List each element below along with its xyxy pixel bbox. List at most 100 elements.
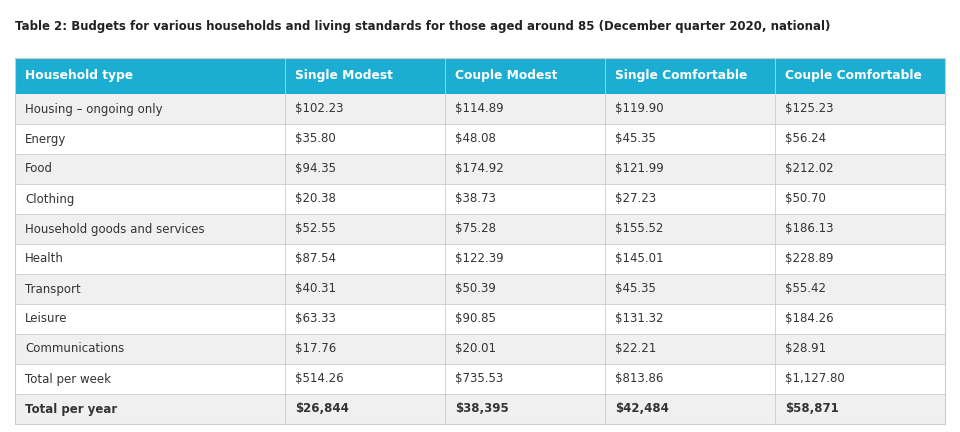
Text: $45.35: $45.35 xyxy=(615,133,656,146)
Text: $48.08: $48.08 xyxy=(455,133,496,146)
Bar xyxy=(775,58,945,94)
Bar xyxy=(15,154,285,184)
Bar xyxy=(445,394,605,424)
Bar xyxy=(605,94,775,124)
Bar xyxy=(15,184,285,214)
Bar xyxy=(605,58,775,94)
Text: $122.39: $122.39 xyxy=(455,252,504,266)
Text: Food: Food xyxy=(25,162,53,175)
Bar xyxy=(445,184,605,214)
Text: $63.33: $63.33 xyxy=(295,312,336,325)
Text: Total per year: Total per year xyxy=(25,403,117,416)
Bar xyxy=(605,334,775,364)
Text: Total per week: Total per week xyxy=(25,372,111,385)
Bar xyxy=(605,184,775,214)
Bar xyxy=(605,394,775,424)
Text: $45.35: $45.35 xyxy=(615,283,656,295)
Bar xyxy=(775,154,945,184)
Text: $514.26: $514.26 xyxy=(295,372,344,385)
Bar xyxy=(605,214,775,244)
Bar xyxy=(775,214,945,244)
Bar xyxy=(285,244,445,274)
Text: $52.55: $52.55 xyxy=(295,222,336,235)
Text: $26,844: $26,844 xyxy=(295,403,348,416)
Text: $1,127.80: $1,127.80 xyxy=(785,372,845,385)
Bar xyxy=(285,304,445,334)
Text: $20.38: $20.38 xyxy=(295,193,336,206)
Text: $174.92: $174.92 xyxy=(455,162,504,175)
Bar xyxy=(605,304,775,334)
Bar xyxy=(775,394,945,424)
Bar xyxy=(285,214,445,244)
Bar xyxy=(775,304,945,334)
Bar xyxy=(775,274,945,304)
Bar xyxy=(15,364,285,394)
Bar xyxy=(445,154,605,184)
Bar xyxy=(605,244,775,274)
Text: $813.86: $813.86 xyxy=(615,372,663,385)
Text: $35.80: $35.80 xyxy=(295,133,336,146)
Text: $75.28: $75.28 xyxy=(455,222,496,235)
Bar xyxy=(445,364,605,394)
Text: $55.42: $55.42 xyxy=(785,283,826,295)
Text: $102.23: $102.23 xyxy=(295,102,344,115)
Text: Couple Modest: Couple Modest xyxy=(455,70,558,83)
Text: $38,395: $38,395 xyxy=(455,403,509,416)
Text: $42,484: $42,484 xyxy=(615,403,669,416)
Bar xyxy=(605,154,775,184)
Bar xyxy=(445,244,605,274)
Bar xyxy=(445,334,605,364)
Bar xyxy=(285,334,445,364)
Text: $58,871: $58,871 xyxy=(785,403,839,416)
Text: $735.53: $735.53 xyxy=(455,372,503,385)
Bar xyxy=(445,124,605,154)
Text: $56.24: $56.24 xyxy=(785,133,827,146)
Text: Housing – ongoing only: Housing – ongoing only xyxy=(25,102,162,115)
Text: $90.85: $90.85 xyxy=(455,312,496,325)
Bar xyxy=(15,58,285,94)
Bar xyxy=(445,214,605,244)
Bar xyxy=(775,364,945,394)
Bar xyxy=(285,394,445,424)
Bar xyxy=(775,244,945,274)
Bar xyxy=(15,394,285,424)
Text: Household type: Household type xyxy=(25,70,133,83)
Text: $186.13: $186.13 xyxy=(785,222,833,235)
Bar xyxy=(775,184,945,214)
Bar xyxy=(605,274,775,304)
Bar xyxy=(285,274,445,304)
Text: $155.52: $155.52 xyxy=(615,222,663,235)
Text: $121.99: $121.99 xyxy=(615,162,663,175)
Text: Clothing: Clothing xyxy=(25,193,74,206)
Bar xyxy=(15,274,285,304)
Bar xyxy=(445,304,605,334)
Bar xyxy=(605,124,775,154)
Bar xyxy=(15,334,285,364)
Bar xyxy=(15,214,285,244)
Text: Communications: Communications xyxy=(25,343,124,356)
Text: Leisure: Leisure xyxy=(25,312,67,325)
Text: $119.90: $119.90 xyxy=(615,102,663,115)
Text: $17.76: $17.76 xyxy=(295,343,336,356)
Text: $28.91: $28.91 xyxy=(785,343,827,356)
Bar xyxy=(775,334,945,364)
Bar xyxy=(15,304,285,334)
Bar xyxy=(285,154,445,184)
Bar xyxy=(445,58,605,94)
Text: Couple Comfortable: Couple Comfortable xyxy=(785,70,922,83)
Bar xyxy=(15,124,285,154)
Bar xyxy=(15,244,285,274)
Bar xyxy=(775,94,945,124)
Bar xyxy=(285,364,445,394)
Text: Household goods and services: Household goods and services xyxy=(25,222,204,235)
Text: Transport: Transport xyxy=(25,283,81,295)
Text: Health: Health xyxy=(25,252,64,266)
Bar xyxy=(15,94,285,124)
Text: $212.02: $212.02 xyxy=(785,162,833,175)
Bar xyxy=(775,124,945,154)
Text: Table 2: Budgets for various households and living standards for those aged arou: Table 2: Budgets for various households … xyxy=(15,20,830,33)
Text: $87.54: $87.54 xyxy=(295,252,336,266)
Bar xyxy=(285,184,445,214)
Text: $50.39: $50.39 xyxy=(455,283,496,295)
Text: $50.70: $50.70 xyxy=(785,193,826,206)
